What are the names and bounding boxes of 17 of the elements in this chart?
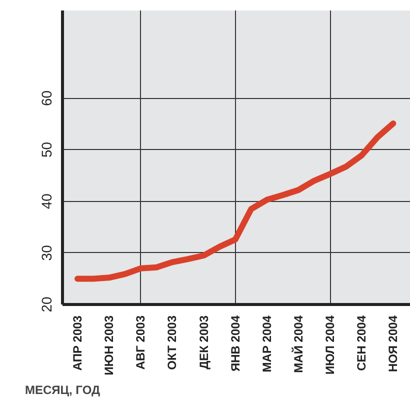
x-tick-label: ЯНВ 2004 (228, 315, 242, 372)
y-tick-label: 20 (38, 296, 54, 312)
x-axis-title: МЕСЯЦ, ГОД (24, 383, 100, 398)
x-tick-label: МАЙ 2004 (291, 315, 306, 373)
x-tick-label: АПР 2003 (70, 315, 84, 371)
x-tick-label: СЕН 2004 (354, 315, 369, 371)
x-tick-label: АВГ 2003 (134, 315, 148, 370)
x-tick-label: НОЯ 2004 (386, 315, 400, 372)
y-tick-label: 60 (38, 90, 54, 106)
y-tick-label: 50 (38, 142, 54, 158)
x-tick-label: ИЮЛ 2004 (323, 315, 338, 374)
x-tick-label: МАР 2004 (260, 315, 274, 372)
y-tick-label: 30 (38, 244, 54, 261)
x-tick-label: ИЮН 2003 (102, 315, 116, 376)
y-tick-label: 40 (38, 193, 54, 210)
x-tick-label: ДЕК 2003 (196, 315, 211, 370)
x-tick-label: ОКТ 2003 (165, 315, 180, 370)
